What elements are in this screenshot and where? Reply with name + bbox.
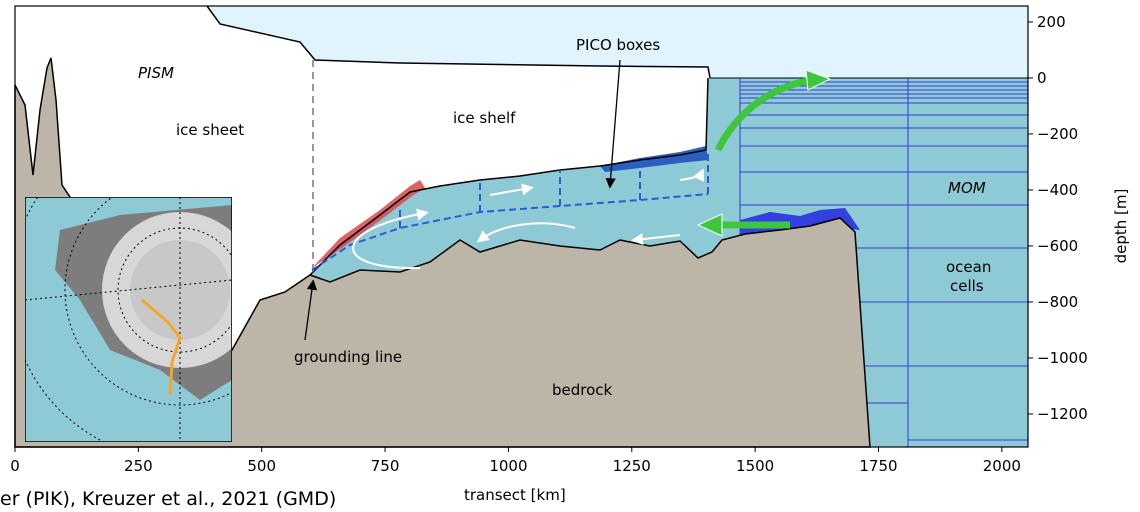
caption: er (PIK), Kreuzer et al., 2021 (GMD)	[0, 488, 336, 508]
y-tick-label: −200	[1037, 125, 1078, 143]
ice-sheet-label: ice sheet	[176, 121, 244, 139]
x-axis-label: transect [km]	[464, 486, 566, 504]
diagram: PISM ice sheet ice shelf PICO boxes MOM …	[0, 0, 1140, 508]
x-tick-label: 1250	[613, 457, 651, 475]
y-tick-label: −400	[1037, 181, 1078, 199]
x-tick-label: 250	[124, 457, 153, 475]
x-tick-label: 500	[247, 457, 276, 475]
y-tick-label: 0	[1037, 69, 1047, 87]
y-tick-label: −1200	[1037, 405, 1088, 423]
y-axis-label: depth [m]	[1112, 189, 1130, 264]
y-tick-label: −600	[1037, 237, 1078, 255]
x-tick-label: 1750	[859, 457, 897, 475]
pico-label: PICO boxes	[576, 36, 660, 54]
x-tick-label: 1000	[489, 457, 527, 475]
x-tick-label: 750	[371, 457, 400, 475]
y-tick-label: 200	[1037, 13, 1066, 31]
mom-label: MOM	[948, 179, 986, 197]
ice-shelf-label: ice shelf	[453, 109, 516, 127]
ocean-label: ocean	[946, 258, 991, 276]
y-tick-label: −1000	[1037, 349, 1088, 367]
x-tick-label: 0	[10, 457, 20, 475]
pism-label: PISM	[138, 64, 174, 82]
bedrock-label: bedrock	[552, 381, 613, 399]
x-tick-label: 1500	[736, 457, 774, 475]
y-tick-label: −800	[1037, 293, 1078, 311]
grounding-label: grounding line	[294, 348, 402, 366]
cells-label: cells	[950, 277, 984, 295]
x-tick-label: 2000	[983, 457, 1021, 475]
